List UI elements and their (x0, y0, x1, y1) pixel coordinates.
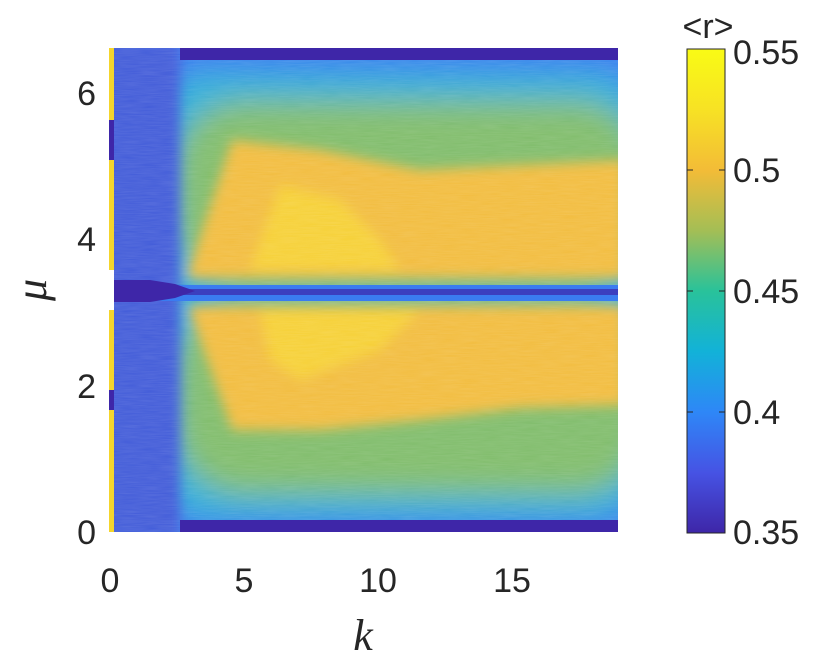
x-axis: 0 5 10 15 k (101, 562, 531, 660)
colorbar-tick-label: 0.55 (733, 34, 799, 72)
colorbar: <r> 0.35 0.4 0.45 0.5 0.55 (682, 8, 799, 552)
colorbar-tick-label: 0.5 (733, 152, 780, 190)
colorbar-tick-label: 0.45 (733, 273, 799, 311)
band-center-line (170, 289, 618, 295)
colorbar-tick-label: 0.35 (733, 514, 799, 552)
y-tick-label: 0 (77, 514, 96, 552)
center-dark-wedge (109, 280, 195, 302)
y-tick-label: 4 (77, 221, 96, 259)
colorbar-tick-label: 0.4 (733, 394, 780, 432)
y-tick-label: 2 (77, 368, 96, 406)
band-bottom (180, 520, 618, 532)
x-axis-label: k (353, 611, 374, 660)
y-tick-label: 6 (77, 75, 96, 113)
heatmap (109, 48, 618, 532)
x-tick-label: 5 (235, 562, 254, 600)
y-axis-label: μ (7, 279, 56, 302)
x-tick-label: 10 (359, 562, 397, 600)
x-tick-label: 0 (101, 562, 120, 600)
colorbar-gradient (687, 49, 725, 533)
left-edge-stripe (109, 48, 114, 532)
x-tick-label: 15 (493, 562, 531, 600)
y-axis: 0 2 4 6 μ (7, 75, 96, 552)
colorbar-label: <r> (682, 8, 733, 46)
band-top (180, 48, 618, 60)
